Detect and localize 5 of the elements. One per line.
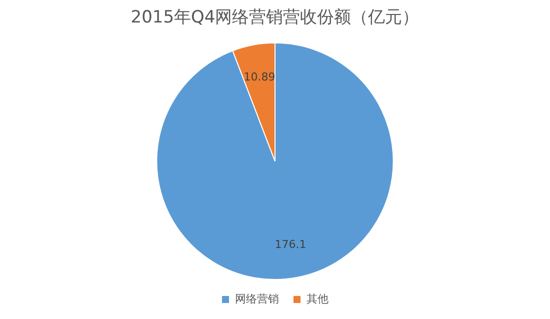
legend-label: 其他 — [306, 292, 328, 306]
legend-label: 网络营销 — [235, 292, 279, 306]
data-label: 176.1 — [274, 238, 306, 251]
data-label: 10.89 — [244, 70, 276, 84]
chart-title: 2015年Q4网络营销营收份额（亿元） — [130, 8, 420, 28]
